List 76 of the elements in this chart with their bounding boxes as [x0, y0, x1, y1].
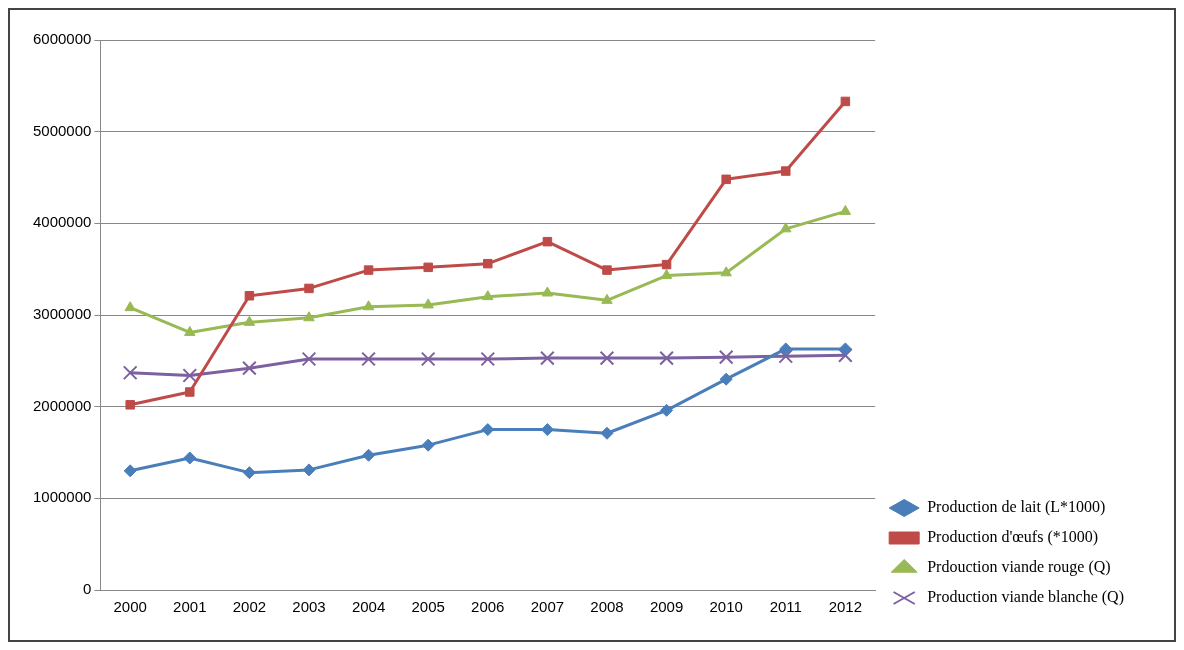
point [542, 236, 553, 247]
point [304, 283, 314, 294]
point [422, 298, 434, 309]
x-tick-label: 2011 [769, 598, 802, 616]
point [721, 174, 731, 185]
point [840, 96, 851, 107]
point [244, 291, 255, 301]
point [361, 351, 376, 367]
point [601, 293, 613, 304]
y-tick-label: 5000000 [32, 121, 92, 139]
point [363, 265, 374, 275]
point [718, 349, 734, 365]
y-tick-label: 0 [83, 580, 92, 598]
point [362, 448, 376, 462]
point [778, 348, 794, 364]
legend-label: Production de lait (L*1000) [927, 498, 1106, 517]
point [421, 438, 435, 452]
point [838, 347, 853, 363]
x-tick-label: 2012 [828, 598, 863, 616]
y-tick-label: 6000000 [32, 30, 92, 48]
x-tick-label: 2003 [292, 598, 326, 616]
y-tick-label: 4000000 [32, 213, 92, 231]
point [602, 265, 612, 275]
point [839, 204, 852, 215]
point [482, 290, 494, 301]
point [242, 466, 256, 480]
point [243, 315, 256, 326]
point [838, 342, 852, 356]
point [480, 351, 496, 367]
point [660, 403, 674, 417]
point [122, 365, 138, 381]
x-tick-label: 2010 [709, 598, 743, 616]
x-tick-label: 2000 [113, 598, 147, 616]
point [483, 258, 493, 269]
x-tick-label: 2001 [173, 598, 207, 616]
x-tick-label: 2004 [351, 598, 386, 616]
legend-label: Production viande blanche (Q) [927, 588, 1124, 607]
x-tick-label: 2009 [649, 598, 684, 616]
point [242, 360, 257, 376]
point [420, 351, 436, 367]
y-tick-label: 3000000 [32, 305, 92, 323]
point [183, 451, 197, 465]
point [362, 300, 375, 311]
point [123, 464, 137, 478]
point [125, 400, 135, 410]
point [719, 372, 733, 386]
point [481, 423, 495, 437]
legend-label: Production d'œufs (*1000) [927, 528, 1099, 547]
point [302, 463, 316, 477]
x-tick-label: 2007 [530, 598, 565, 616]
x-tick-label: 2005 [411, 598, 445, 616]
point [303, 311, 315, 322]
point [124, 301, 136, 312]
y-tick-label: 1000000 [32, 488, 92, 506]
point [661, 259, 672, 270]
point [659, 350, 674, 366]
x-tick-label: 2008 [590, 598, 624, 616]
point [781, 166, 791, 176]
point [185, 387, 195, 397]
point [540, 350, 555, 366]
point [182, 368, 198, 383]
x-tick-label: 2002 [232, 598, 267, 616]
y-tick-label: 2000000 [32, 396, 92, 414]
x-tick-label: 2006 [471, 598, 505, 616]
point [660, 269, 673, 280]
point [540, 423, 554, 437]
legend-label: Prdouction viande rouge (Q) [927, 558, 1111, 577]
point [541, 286, 554, 297]
point [184, 325, 196, 336]
point [301, 351, 317, 367]
point [720, 266, 732, 277]
point [600, 426, 614, 440]
point [599, 350, 615, 366]
point [423, 262, 433, 273]
point [780, 222, 792, 233]
point [779, 342, 793, 356]
